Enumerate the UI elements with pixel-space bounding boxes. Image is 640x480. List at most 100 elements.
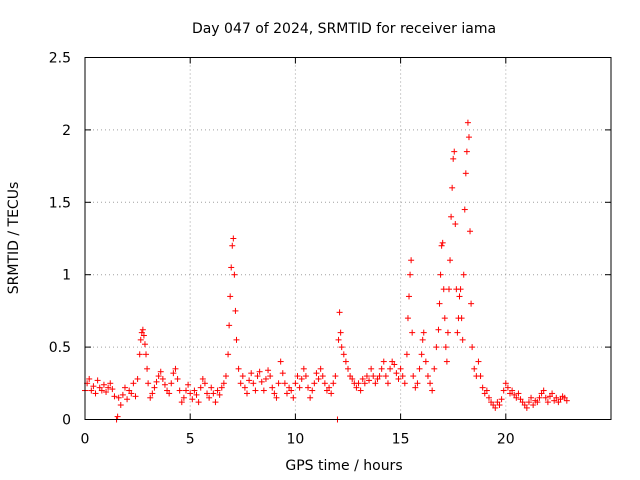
data-point [265, 367, 272, 374]
data-point [435, 326, 442, 333]
data-point [226, 322, 233, 329]
data-point [387, 365, 394, 372]
data-point [463, 148, 470, 155]
data-point [134, 375, 141, 382]
data-point [241, 384, 248, 391]
data-point [395, 375, 402, 382]
data-point [136, 351, 143, 358]
data-point [332, 373, 339, 380]
data-point [418, 351, 425, 358]
data-point [144, 365, 151, 372]
data-point [361, 380, 368, 387]
data-point [311, 380, 318, 387]
data-point [262, 375, 269, 382]
data-point [414, 380, 421, 387]
data-point [302, 373, 309, 380]
data-point [330, 380, 337, 387]
data-point [292, 380, 299, 387]
data-point [442, 344, 449, 351]
data-point [337, 329, 344, 336]
data-points [82, 119, 570, 423]
data-point [279, 370, 286, 377]
data-point [357, 387, 364, 394]
data-point [485, 394, 492, 401]
data-point [229, 242, 236, 249]
data-point [143, 351, 150, 358]
data-point [483, 387, 490, 394]
data-point [210, 390, 217, 397]
data-point [406, 293, 413, 300]
data-point [153, 378, 160, 385]
data-point [86, 375, 93, 382]
data-point [147, 394, 154, 401]
data-point [294, 373, 301, 380]
data-point [172, 365, 179, 372]
data-point [319, 373, 326, 380]
data-point [513, 394, 520, 401]
data-point [439, 239, 446, 246]
data-point [307, 394, 314, 401]
data-point [447, 257, 454, 264]
data-point [132, 393, 139, 400]
data-point [542, 394, 549, 401]
data-point [244, 390, 251, 397]
y-tick-label: 0 [62, 413, 71, 429]
data-point [412, 384, 419, 391]
data-point [336, 309, 343, 316]
data-point [206, 394, 213, 401]
data-point [433, 344, 440, 351]
data-point [342, 358, 349, 365]
data-point [139, 326, 146, 333]
data-point [502, 380, 509, 387]
data-point [409, 329, 416, 336]
y-tick-label: 2 [62, 123, 71, 139]
data-point [403, 351, 410, 358]
data-point [431, 365, 438, 372]
axis-ticks [84, 57, 611, 420]
data-point [157, 368, 164, 375]
data-point [124, 396, 131, 403]
y-tick-labels: 0 0.5 1 1.5 2 2.5 [49, 51, 71, 429]
data-point [460, 271, 467, 278]
data-point [321, 380, 328, 387]
data-point [366, 377, 373, 384]
data-point [534, 399, 541, 406]
data-point [170, 370, 177, 377]
data-point [114, 413, 121, 420]
data-point [288, 387, 295, 394]
data-point [458, 315, 465, 322]
data-point [410, 373, 417, 380]
data-point [467, 228, 474, 235]
data-point [195, 399, 202, 406]
data-point [313, 370, 320, 377]
plot-frame [84, 57, 612, 420]
data-point [451, 148, 458, 155]
data-point [117, 402, 124, 409]
data-point [111, 393, 118, 400]
data-point [407, 271, 414, 278]
x-tick-label: 20 [497, 432, 515, 448]
data-point [448, 213, 455, 220]
data-point [477, 373, 484, 380]
data-point [296, 384, 303, 391]
data-point [401, 380, 408, 387]
data-point [239, 373, 246, 380]
data-point [141, 341, 148, 348]
data-point [525, 399, 532, 406]
data-point [204, 390, 211, 397]
data-point [115, 394, 122, 401]
data-point [380, 358, 387, 365]
data-point [536, 394, 543, 401]
data-point [232, 307, 239, 314]
data-point [90, 383, 97, 390]
data-point [498, 396, 505, 403]
data-point [378, 365, 385, 372]
data-point [218, 384, 225, 391]
data-point [328, 390, 335, 397]
data-point [103, 388, 110, 395]
data-point [549, 390, 556, 397]
data-point [544, 399, 551, 406]
data-point [422, 358, 429, 365]
x-tick-label: 10 [286, 432, 304, 448]
data-point [180, 394, 187, 401]
